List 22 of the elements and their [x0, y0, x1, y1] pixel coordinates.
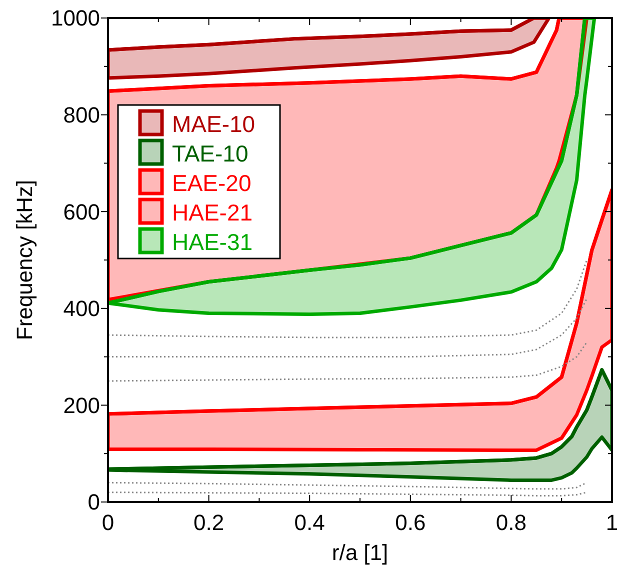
line-series [108, 482, 588, 490]
x-axis-title: r/a [1] [332, 540, 388, 565]
legend-label: HAE-31 [172, 229, 253, 256]
y-axis-title: Frequency [kHz] [12, 180, 37, 340]
x-tick-label: 1 [606, 510, 618, 535]
y-tick-label: 0 [88, 490, 100, 515]
line-series [108, 342, 588, 382]
x-tick-label: 0.4 [294, 510, 325, 535]
y-tick-label: 200 [63, 392, 100, 418]
x-tick-label: 0.8 [496, 510, 526, 535]
x-tick-label: 0.2 [194, 510, 224, 535]
legend-label: TAE-10 [172, 140, 248, 167]
line-series [108, 259, 588, 338]
legend-label: EAE-20 [172, 170, 252, 196]
y-tick-label: 800 [63, 102, 100, 128]
line-series [108, 298, 588, 358]
y-tick-label: 400 [63, 296, 100, 322]
x-tick-label: 0.6 [395, 510, 426, 535]
y-tick-label: 600 [63, 199, 100, 224]
legend-label: MAE-10 [172, 111, 256, 138]
legend-label: HAE-21 [172, 200, 253, 226]
y-tick-label: 1000 [51, 6, 100, 31]
